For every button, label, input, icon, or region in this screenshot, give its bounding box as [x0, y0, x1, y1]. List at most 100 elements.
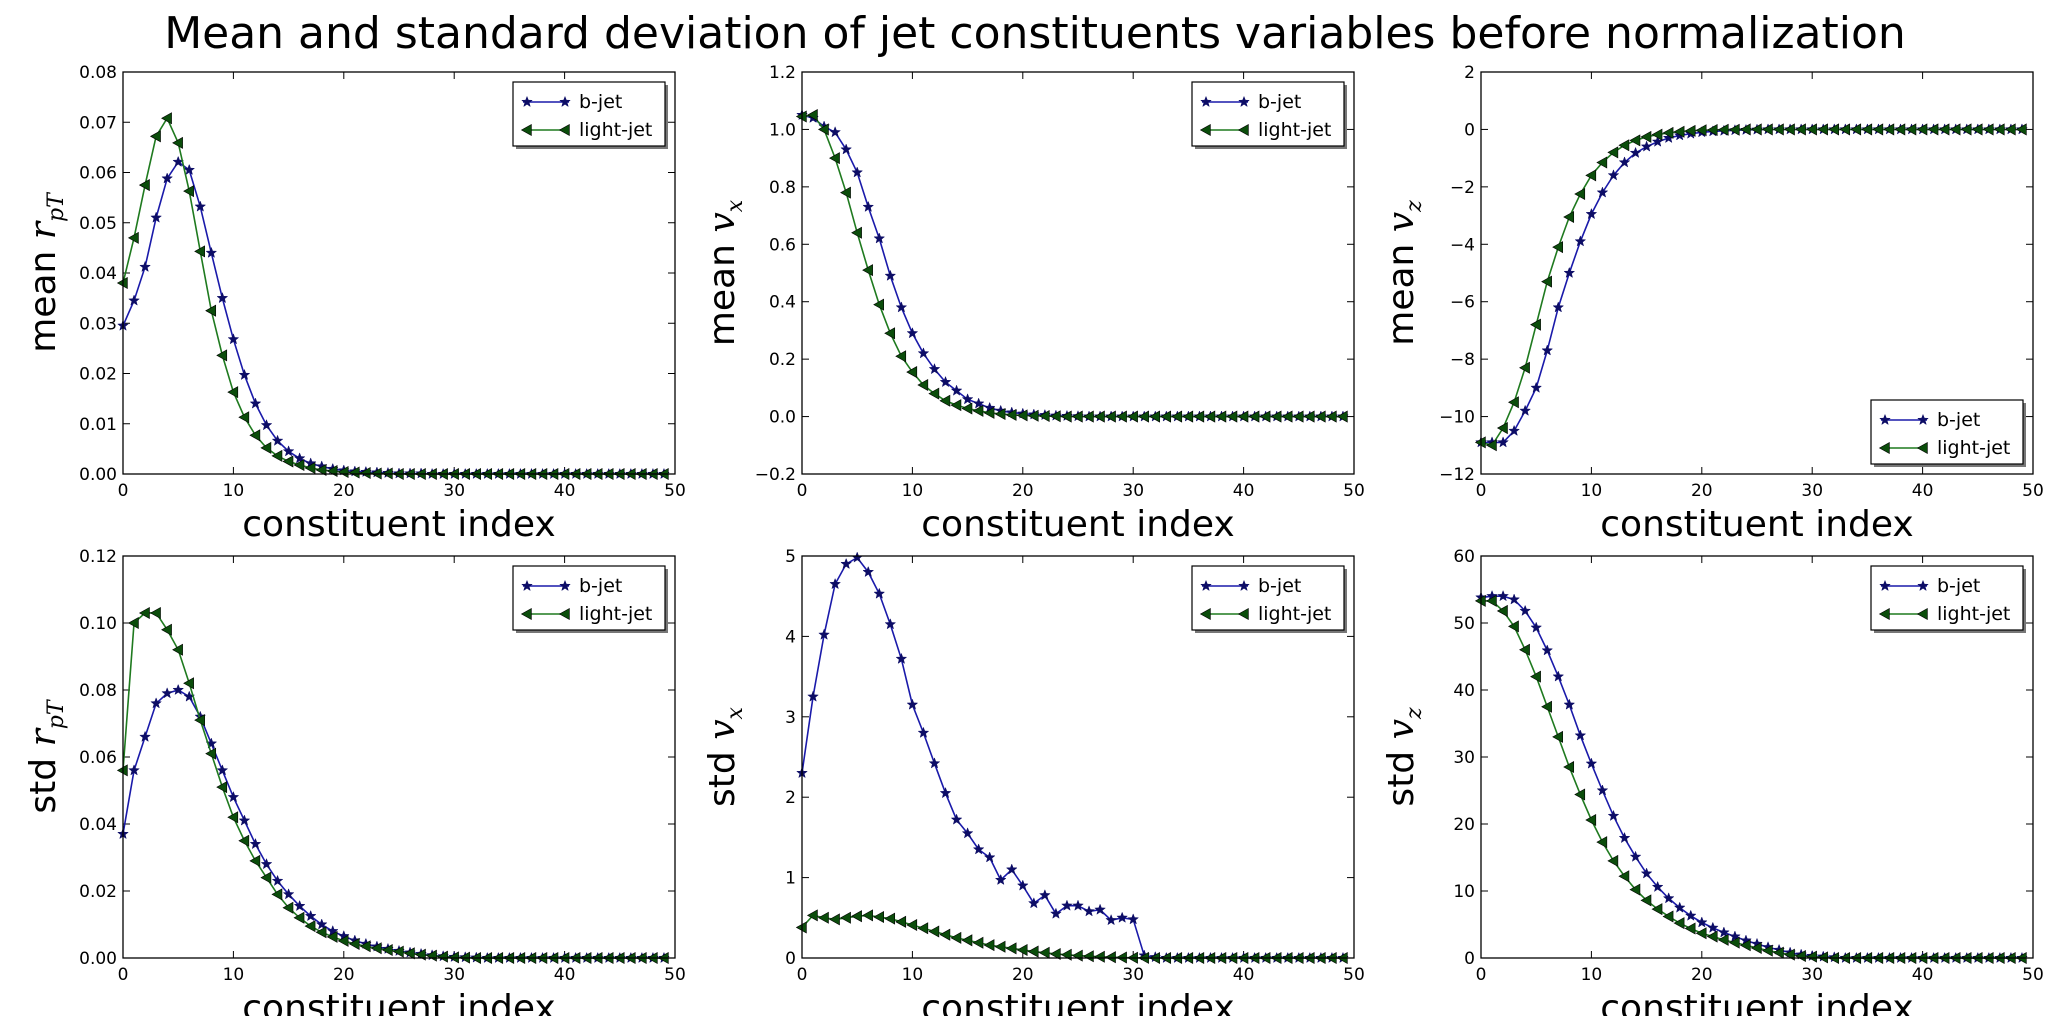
y-tick-label: 40 — [1453, 681, 1475, 701]
data-point-light-jet — [337, 465, 349, 478]
legend: b-jet light-jet — [512, 565, 668, 633]
x-tick-label: 50 — [664, 965, 686, 985]
data-point-b-jet — [1729, 930, 1741, 942]
data-point-light-jet — [1563, 761, 1575, 774]
y-tick-label: 1.2 — [769, 63, 796, 83]
data-point-b-jet — [1038, 889, 1051, 901]
x-tick-label: 50 — [664, 481, 686, 501]
data-point-light-jet — [205, 747, 217, 760]
y-tick-label: 0 — [1464, 120, 1475, 140]
data-point-light-jet — [1508, 620, 1519, 633]
data-point-light-jet — [1739, 939, 1751, 952]
data-point-b-jet — [205, 246, 218, 258]
plot-frame — [122, 555, 676, 959]
data-point-light-jet — [2015, 123, 2027, 136]
series-line-b-jet — [1480, 595, 2022, 959]
data-point-light-jet — [950, 931, 962, 944]
legend-marker-b-jet — [559, 95, 571, 108]
data-point-light-jet — [1784, 123, 1795, 136]
series-line-b-jet — [1481, 128, 2022, 444]
data-point-light-jet — [348, 466, 360, 479]
data-point-light-jet — [216, 349, 228, 362]
chart-panel-3: 0 10 20 30 40 50 −12 −10 −8 −6 −4 −2 0 2 constituent i… — [1381, 63, 2044, 545]
data-point-b-jet — [807, 690, 819, 702]
y-tick-label: 0.07 — [79, 113, 117, 133]
plot-frame — [1480, 555, 2034, 959]
y-tick-label: 2 — [785, 788, 796, 808]
data-point-light-jet — [1496, 604, 1508, 617]
data-point-b-jet — [249, 397, 262, 409]
data-point-light-jet — [884, 327, 896, 340]
data-point-light-jet — [271, 888, 283, 901]
data-point-light-jet — [161, 112, 172, 125]
data-point-light-jet — [127, 616, 139, 630]
data-point-light-jet — [1016, 943, 1028, 956]
data-point-light-jet — [1281, 410, 1293, 423]
chart-panel-6: 0 10 20 30 40 50 0 10 20 30 40 50 60 constituent inde… — [1381, 547, 2044, 1016]
data-point-b-jet — [1673, 901, 1686, 913]
data-point-light-jet — [1215, 410, 1227, 423]
legend: b-jet light-jet — [1191, 81, 1347, 149]
legend-marker-b-jet — [559, 579, 571, 592]
data-point-light-jet — [271, 449, 283, 462]
y-tick-label: 0.01 — [79, 415, 117, 435]
data-point-b-jet — [983, 851, 996, 863]
data-point-b-jet — [1005, 863, 1018, 875]
y-tick-label: 0.2 — [769, 350, 796, 370]
legend-box — [1870, 399, 2024, 465]
y-tick-label: −10 — [1439, 408, 1475, 428]
data-point-b-jet — [1629, 850, 1642, 862]
data-point-light-jet — [1116, 410, 1127, 423]
plot-frame — [122, 71, 676, 475]
data-point-b-jet — [238, 814, 251, 826]
data-point-light-jet — [282, 901, 294, 914]
data-point-light-jet — [917, 378, 929, 391]
data-point-light-jet — [1850, 123, 1862, 136]
data-point-light-jet — [1772, 123, 1784, 136]
data-point-light-jet — [150, 130, 161, 143]
y-tick-label: 0.12 — [79, 547, 117, 567]
y-tick-label: 0.00 — [79, 949, 117, 969]
x-tick-label: 10 — [902, 481, 924, 501]
data-point-light-jet — [161, 623, 172, 636]
data-point-b-jet — [928, 362, 941, 375]
data-point-b-jet — [1717, 926, 1730, 938]
data-point-light-jet — [851, 226, 862, 239]
data-point-light-jet — [884, 912, 896, 925]
data-point-b-jet — [128, 294, 140, 306]
data-point-light-jet — [1541, 700, 1552, 713]
data-point-light-jet — [862, 909, 873, 922]
y-tick-label: 0.04 — [79, 815, 117, 835]
data-point-light-jet — [315, 463, 327, 476]
data-point-light-jet — [172, 643, 183, 656]
legend-box — [1870, 565, 2024, 631]
data-point-b-jet — [227, 333, 240, 345]
data-point-light-jet — [1574, 788, 1586, 801]
data-point-light-jet — [1303, 410, 1315, 423]
x-axis-label: constituent index — [242, 988, 555, 1016]
data-point-b-jet — [128, 764, 140, 776]
data-point-light-jet — [1662, 126, 1674, 139]
data-point-b-jet — [260, 857, 273, 870]
x-axis-label: constituent index — [921, 988, 1234, 1016]
data-point-b-jet — [139, 260, 151, 272]
data-point-light-jet — [1585, 813, 1597, 826]
data-point-b-jet — [994, 873, 1007, 886]
data-point-b-jet — [1519, 404, 1532, 416]
data-point-b-jet — [304, 909, 317, 922]
chart-panel-5: 0 10 20 30 40 50 0 1 2 3 4 5 constituent index std vx… — [702, 547, 1365, 1016]
data-point-light-jet — [1651, 128, 1663, 141]
data-point-light-jet — [138, 606, 150, 619]
y-tick-label: 0.02 — [79, 882, 117, 902]
series-line-b-jet — [801, 114, 1343, 418]
data-point-light-jet — [1005, 942, 1017, 955]
data-point-b-jet — [1574, 729, 1587, 741]
y-tick-label: 0.0 — [769, 408, 796, 428]
y-tick-label: 0.06 — [79, 164, 117, 184]
legend-marker-light-jet — [1916, 607, 1928, 621]
data-point-light-jet — [840, 186, 851, 199]
legend-marker-b-jet — [1879, 413, 1891, 426]
data-point-light-jet — [293, 458, 305, 471]
legend-marker-b-jet — [1238, 95, 1250, 108]
data-point-light-jet — [895, 350, 907, 363]
